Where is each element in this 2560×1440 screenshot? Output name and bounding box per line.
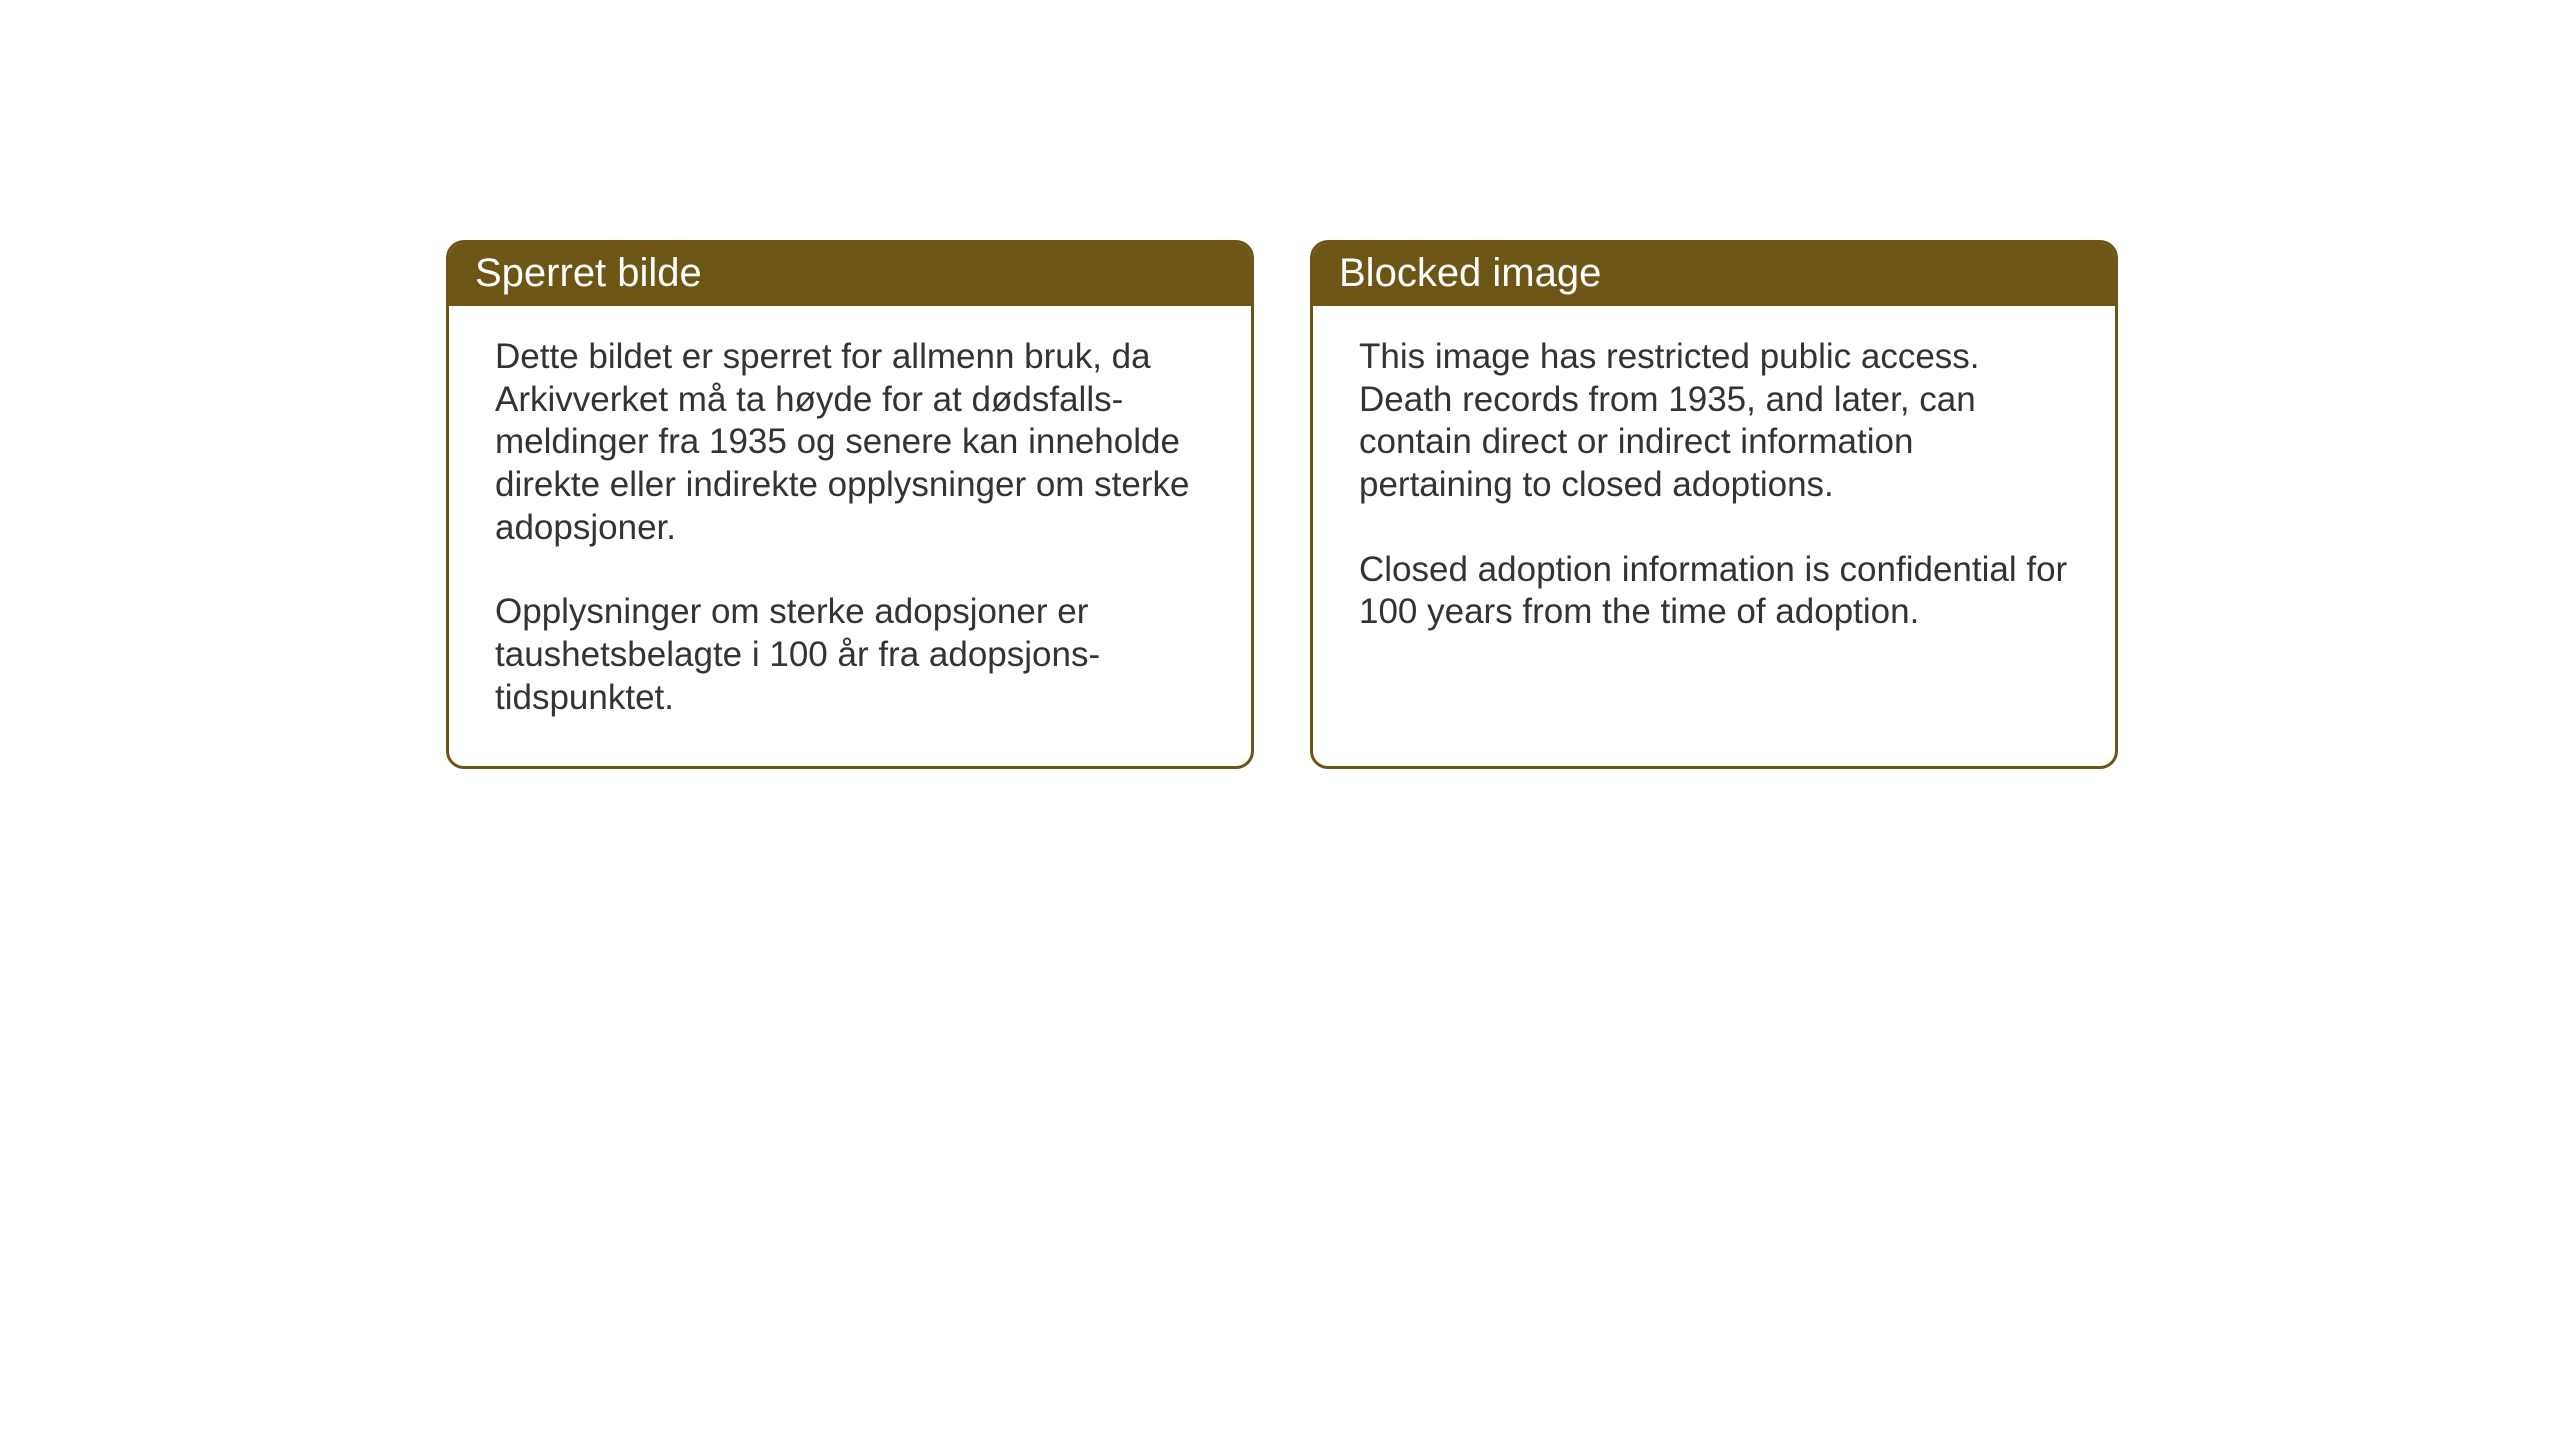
notice-box-norwegian: Sperret bilde Dette bildet er sperret fo… [446, 240, 1254, 769]
notice-header-norwegian: Sperret bilde [449, 243, 1251, 306]
notice-box-english: Blocked image This image has restricted … [1310, 240, 2118, 769]
notice-paragraph-1-english: This image has restricted public access.… [1359, 336, 2069, 507]
notice-header-english: Blocked image [1313, 243, 2115, 306]
notice-title-norwegian: Sperret bilde [475, 251, 702, 295]
notices-container: Sperret bilde Dette bildet er sperret fo… [446, 240, 2118, 769]
notice-paragraph-2-english: Closed adoption information is confident… [1359, 549, 2069, 634]
notice-body-norwegian: Dette bildet er sperret for allmenn bruk… [449, 306, 1251, 766]
notice-title-english: Blocked image [1339, 251, 1601, 295]
notice-body-english: This image has restricted public access.… [1313, 306, 2115, 680]
notice-paragraph-1-norwegian: Dette bildet er sperret for allmenn bruk… [495, 336, 1205, 549]
notice-paragraph-2-norwegian: Opplysninger om sterke adopsjoner er tau… [495, 591, 1205, 719]
